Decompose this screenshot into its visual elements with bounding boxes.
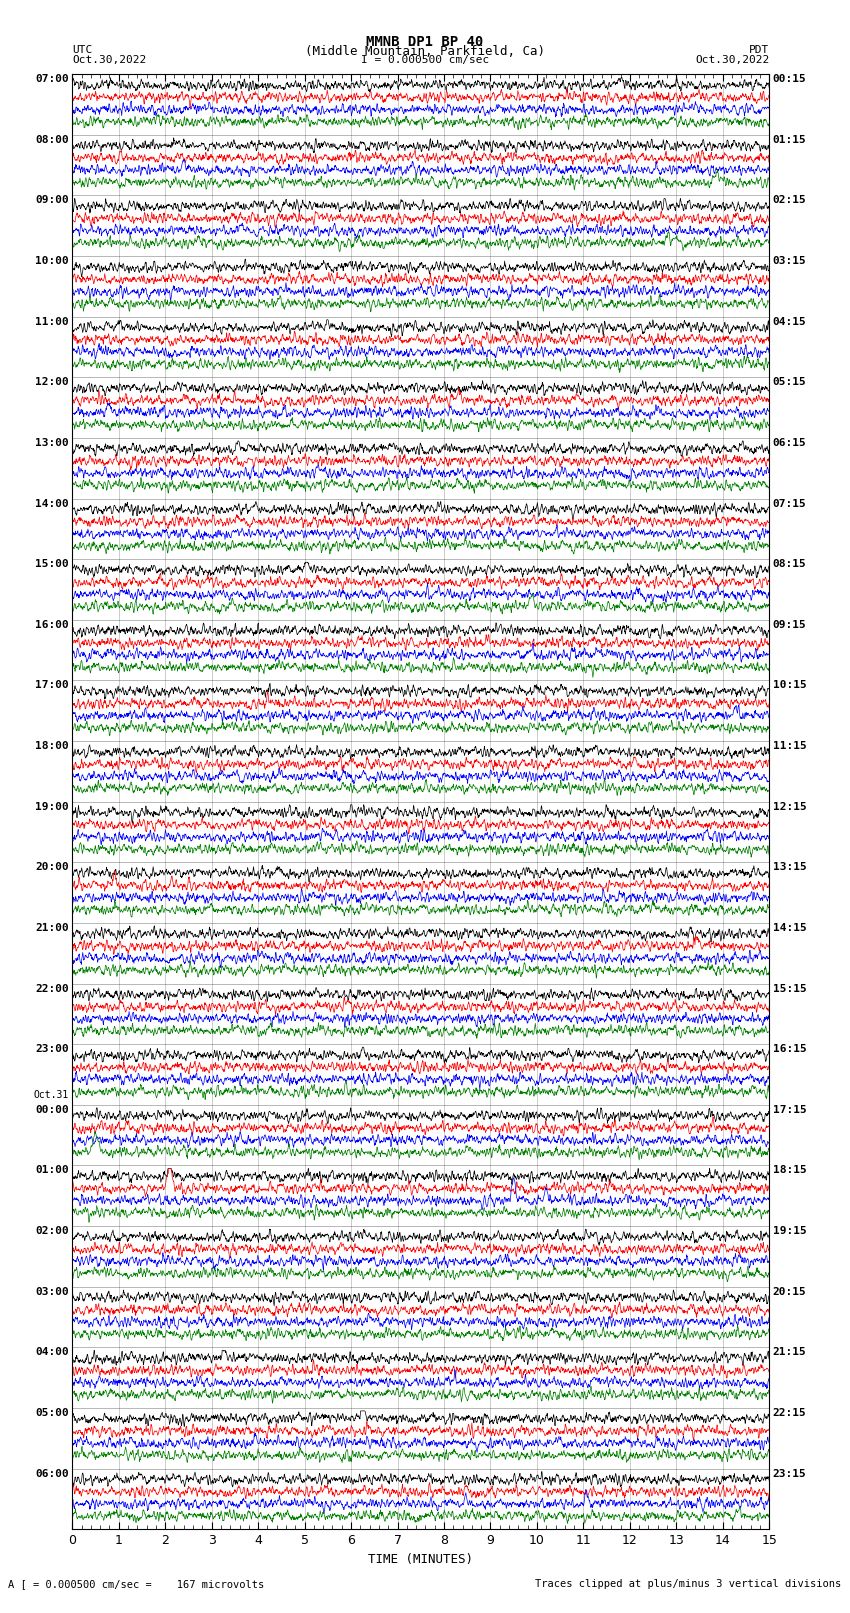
Text: 22:00: 22:00 <box>35 984 69 994</box>
Text: 06:00: 06:00 <box>35 1468 69 1479</box>
Text: Oct.31: Oct.31 <box>34 1090 69 1100</box>
Text: 05:15: 05:15 <box>773 377 807 387</box>
Text: 02:00: 02:00 <box>35 1226 69 1236</box>
Text: 18:15: 18:15 <box>773 1165 807 1176</box>
Text: 11:00: 11:00 <box>35 316 69 327</box>
Text: 20:15: 20:15 <box>773 1287 807 1297</box>
Text: 00:15: 00:15 <box>773 74 807 84</box>
Text: 02:15: 02:15 <box>773 195 807 205</box>
X-axis label: TIME (MINUTES): TIME (MINUTES) <box>368 1553 473 1566</box>
Text: 19:00: 19:00 <box>35 802 69 811</box>
Text: 15:15: 15:15 <box>773 984 807 994</box>
Text: 04:15: 04:15 <box>773 316 807 327</box>
Text: 14:15: 14:15 <box>773 923 807 932</box>
Text: 03:00: 03:00 <box>35 1287 69 1297</box>
Text: 23:00: 23:00 <box>35 1044 69 1055</box>
Text: 06:15: 06:15 <box>773 439 807 448</box>
Text: 12:00: 12:00 <box>35 377 69 387</box>
Text: MMNB DP1 BP 40: MMNB DP1 BP 40 <box>366 35 484 48</box>
Text: 10:15: 10:15 <box>773 681 807 690</box>
Text: 20:00: 20:00 <box>35 863 69 873</box>
Text: 13:00: 13:00 <box>35 439 69 448</box>
Text: 09:15: 09:15 <box>773 619 807 629</box>
Text: 11:15: 11:15 <box>773 740 807 752</box>
Text: 00:00: 00:00 <box>35 1105 69 1115</box>
Text: 21:00: 21:00 <box>35 923 69 932</box>
Text: 07:00: 07:00 <box>35 74 69 84</box>
Text: 17:15: 17:15 <box>773 1105 807 1115</box>
Text: 18:00: 18:00 <box>35 740 69 752</box>
Text: A [ = 0.000500 cm/sec =    167 microvolts: A [ = 0.000500 cm/sec = 167 microvolts <box>8 1579 264 1589</box>
Text: 14:00: 14:00 <box>35 498 69 508</box>
Text: 23:15: 23:15 <box>773 1468 807 1479</box>
Text: 16:15: 16:15 <box>773 1044 807 1055</box>
Text: 12:15: 12:15 <box>773 802 807 811</box>
Text: 09:00: 09:00 <box>35 195 69 205</box>
Text: 07:15: 07:15 <box>773 498 807 508</box>
Text: 21:15: 21:15 <box>773 1347 807 1357</box>
Text: 08:15: 08:15 <box>773 560 807 569</box>
Text: Oct.30,2022: Oct.30,2022 <box>695 55 769 65</box>
Text: 19:15: 19:15 <box>773 1226 807 1236</box>
Text: I = 0.000500 cm/sec: I = 0.000500 cm/sec <box>361 55 489 65</box>
Text: 10:00: 10:00 <box>35 256 69 266</box>
Text: 01:15: 01:15 <box>773 135 807 145</box>
Text: 08:00: 08:00 <box>35 135 69 145</box>
Text: Oct.30,2022: Oct.30,2022 <box>72 55 146 65</box>
Text: PDT: PDT <box>749 45 769 55</box>
Text: 16:00: 16:00 <box>35 619 69 629</box>
Text: 15:00: 15:00 <box>35 560 69 569</box>
Text: 17:00: 17:00 <box>35 681 69 690</box>
Text: Traces clipped at plus/minus 3 vertical divisions: Traces clipped at plus/minus 3 vertical … <box>536 1579 842 1589</box>
Text: 03:15: 03:15 <box>773 256 807 266</box>
Text: 22:15: 22:15 <box>773 1408 807 1418</box>
Text: 04:00: 04:00 <box>35 1347 69 1357</box>
Text: 05:00: 05:00 <box>35 1408 69 1418</box>
Text: 13:15: 13:15 <box>773 863 807 873</box>
Text: 01:00: 01:00 <box>35 1165 69 1176</box>
Text: (Middle Mountain, Parkfield, Ca): (Middle Mountain, Parkfield, Ca) <box>305 45 545 58</box>
Text: UTC: UTC <box>72 45 93 55</box>
